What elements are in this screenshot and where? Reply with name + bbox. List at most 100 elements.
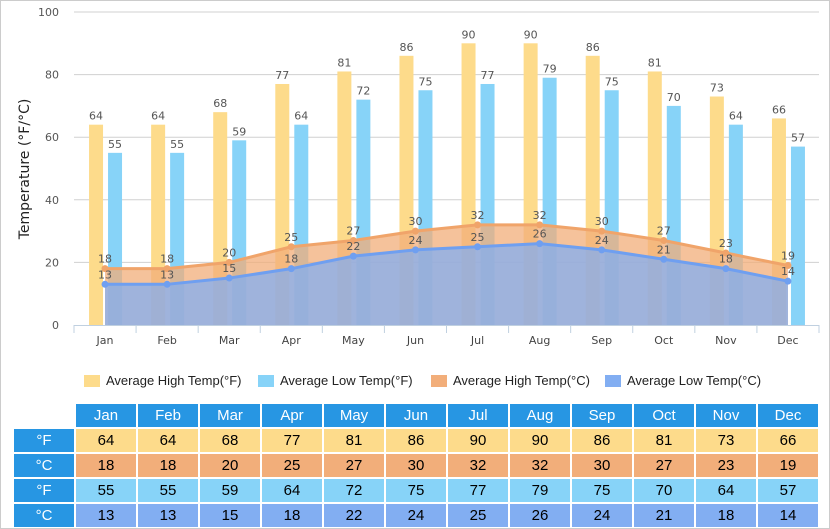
data-label: 25 bbox=[284, 231, 298, 244]
data-label: 18 bbox=[160, 253, 174, 266]
y-tick-label: 20 bbox=[45, 256, 59, 269]
x-tick-label: Jan bbox=[96, 334, 114, 347]
chart-plot: 0 20 40 60 80 100 Temperature (°F/°C) Jan Feb Mar… bbox=[17, 6, 820, 347]
data-label: 26 bbox=[533, 228, 547, 241]
data-label: 68 bbox=[213, 97, 227, 110]
data-point bbox=[722, 265, 730, 273]
data-label: 18 bbox=[719, 253, 733, 266]
data-label: 55 bbox=[108, 138, 122, 151]
table-row: °C 18 18 20 25 27 30 32 32 30 27 23 19 bbox=[14, 454, 818, 477]
x-tick-label: Aug bbox=[529, 334, 550, 347]
legend-item[interactable]: Average High Temp(°F) bbox=[84, 373, 242, 388]
table-cell: 27 bbox=[324, 454, 384, 477]
legend-swatch bbox=[84, 374, 100, 387]
data-label: 30 bbox=[595, 215, 609, 228]
data-label: 24 bbox=[595, 234, 609, 247]
data-label: 21 bbox=[657, 243, 671, 256]
data-point bbox=[784, 262, 792, 270]
data-table: Jan Feb Mar Apr May Jun Jul Aug Sep Oct Nov Dec °F 64… bbox=[12, 402, 820, 528]
month-header: Jul bbox=[448, 404, 508, 427]
month-header: Mar bbox=[200, 404, 260, 427]
table-cell: 25 bbox=[448, 504, 508, 527]
data-point bbox=[225, 274, 233, 282]
data-label: 75 bbox=[418, 75, 432, 88]
table-cell: 64 bbox=[262, 479, 322, 502]
table-cell: 27 bbox=[634, 454, 694, 477]
data-point bbox=[101, 265, 109, 273]
table-cell: 66 bbox=[758, 429, 818, 452]
month-header: Jan bbox=[76, 404, 136, 427]
table-cell: 79 bbox=[510, 479, 570, 502]
table-cell: 75 bbox=[386, 479, 446, 502]
data-point bbox=[598, 227, 606, 235]
month-header: Aug bbox=[510, 404, 570, 427]
table-cell: 18 bbox=[138, 454, 198, 477]
table-cell: 13 bbox=[138, 504, 198, 527]
data-label: 72 bbox=[356, 85, 370, 98]
table-cell: 55 bbox=[76, 479, 136, 502]
table-cell: 26 bbox=[510, 504, 570, 527]
data-label: 73 bbox=[710, 82, 724, 95]
data-point bbox=[598, 246, 606, 254]
data-label: 18 bbox=[284, 253, 298, 266]
table-row: °F 55 55 59 64 72 75 77 79 75 70 64 57 bbox=[14, 479, 818, 502]
data-label: 64 bbox=[729, 110, 743, 123]
table-cell: 64 bbox=[696, 479, 756, 502]
x-tick-label: Dec bbox=[777, 334, 798, 347]
legend-item[interactable]: Average Low Temp(°C) bbox=[605, 373, 761, 388]
data-label: 75 bbox=[605, 75, 619, 88]
legend-item[interactable]: Average High Temp(°C) bbox=[431, 373, 590, 388]
data-point bbox=[722, 249, 730, 257]
legend-label: Average High Temp(°C) bbox=[453, 373, 590, 388]
data-point bbox=[287, 243, 295, 251]
data-label: 20 bbox=[222, 246, 236, 259]
data-point bbox=[225, 258, 233, 266]
table-cell: 24 bbox=[386, 504, 446, 527]
y-tick-label: 40 bbox=[45, 194, 59, 207]
table-cell: 23 bbox=[696, 454, 756, 477]
data-label: 70 bbox=[667, 91, 681, 104]
data-label: 64 bbox=[89, 110, 103, 123]
month-header: Oct bbox=[634, 404, 694, 427]
area-line bbox=[105, 242, 789, 286]
table-cell: 57 bbox=[758, 479, 818, 502]
table-cell: 55 bbox=[138, 479, 198, 502]
data-label: 27 bbox=[657, 224, 671, 237]
legend-swatch bbox=[431, 374, 447, 387]
table-cell: 20 bbox=[200, 454, 260, 477]
x-tick-label: Apr bbox=[282, 334, 302, 347]
data-label: 90 bbox=[524, 28, 538, 41]
unit-label: °F bbox=[14, 479, 74, 502]
data-point bbox=[411, 246, 419, 254]
unit-label: °C bbox=[14, 504, 74, 527]
blank-cell bbox=[14, 404, 74, 427]
y-tick-label: 0 bbox=[52, 319, 59, 332]
data-label: 22 bbox=[346, 240, 360, 253]
data-label: 57 bbox=[791, 132, 805, 145]
data-label: 32 bbox=[533, 209, 547, 222]
table-header-row: Jan Feb Mar Apr May Jun Jul Aug Sep Oct Nov Dec bbox=[14, 404, 818, 427]
data-label: 64 bbox=[294, 110, 308, 123]
table-cell: 21 bbox=[634, 504, 694, 527]
data-point bbox=[784, 277, 792, 285]
data-point bbox=[474, 221, 482, 229]
data-point bbox=[101, 280, 109, 288]
table-cell: 18 bbox=[76, 454, 136, 477]
x-tick-label: Jul bbox=[470, 334, 484, 347]
x-tick-label: Nov bbox=[715, 334, 737, 347]
data-point bbox=[536, 221, 544, 229]
table-cell: 22 bbox=[324, 504, 384, 527]
data-label: 25 bbox=[471, 231, 485, 244]
data-label: 81 bbox=[337, 56, 351, 69]
data-label: 86 bbox=[399, 41, 413, 54]
legend-item[interactable]: Average Low Temp(°F) bbox=[258, 373, 413, 388]
table-row: °F 64 64 68 77 81 86 90 90 86 81 73 66 bbox=[14, 429, 818, 452]
x-tick-label: Mar bbox=[219, 334, 240, 347]
data-label: 32 bbox=[471, 209, 485, 222]
area bbox=[105, 243, 788, 325]
month-header: Nov bbox=[696, 404, 756, 427]
data-label: 64 bbox=[151, 110, 165, 123]
data-label: 30 bbox=[408, 215, 422, 228]
table-cell: 18 bbox=[262, 504, 322, 527]
data-label: 13 bbox=[98, 268, 112, 281]
